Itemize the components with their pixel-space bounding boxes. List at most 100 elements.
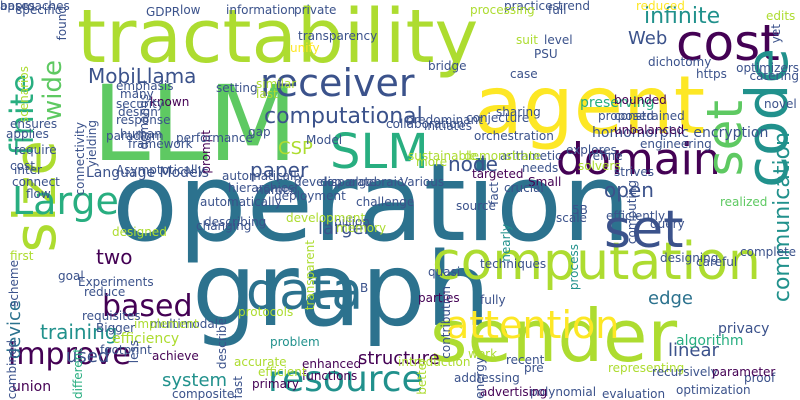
cloud-word: SLM (330, 124, 429, 180)
cloud-word: fully (480, 293, 506, 307)
cloud-word: parameter (712, 365, 776, 379)
cloud-word: introduction (398, 355, 471, 369)
cloud-word: techniques (480, 257, 547, 271)
cloud-word: implement (134, 317, 199, 331)
cloud-word: automatically (200, 195, 282, 209)
cloud-word: scale (556, 211, 587, 225)
cloud-word: Various (400, 175, 445, 189)
cloud-word: memory (336, 221, 387, 235)
cloud-word: union (12, 379, 52, 395)
cloud-word: cost (676, 14, 780, 72)
cloud-word: scheme (7, 260, 21, 307)
cloud-word: accurate (234, 355, 287, 369)
cloud-word: human (120, 127, 162, 141)
cloud-word: edge (648, 288, 693, 309)
cloud-word: graph (192, 231, 491, 350)
cloud-word: algorithm (676, 333, 744, 349)
cloud-word: Asymptotically (116, 163, 205, 177)
cloud-word: suit (516, 33, 538, 47)
cloud-word: processing (470, 3, 535, 17)
cloud-word: Experiments (78, 275, 154, 289)
cloud-word: Bigger (96, 321, 136, 335)
cloud-word: contribution (439, 286, 453, 359)
cloud-word: designed (112, 225, 167, 239)
cloud-word: unbalanced (614, 123, 685, 137)
cloud-word: yet (769, 24, 783, 44)
cloud-word: crucial (504, 181, 544, 195)
cloud-word: training (40, 320, 118, 344)
cloud-word: efficiently (606, 209, 666, 223)
cloud-word: recent (506, 353, 545, 367)
cloud-word: realized (720, 195, 768, 209)
cloud-word: transparency (298, 29, 378, 43)
cloud-word: engineering (640, 137, 712, 151)
cloud-word: algebraic (348, 175, 404, 189)
cloud-word: framework (128, 137, 193, 151)
cloud-word: process (567, 244, 581, 291)
cloud-word: targeted (472, 167, 524, 181)
cloud-word: initiates (424, 119, 473, 133)
cloud-word: node (448, 152, 498, 176)
cloud-word: bridge (428, 59, 467, 73)
cloud-word: domain (556, 134, 721, 185)
cloud-word: two (96, 245, 133, 269)
cloud-word: structure (358, 348, 440, 369)
cloud-word: footprint (100, 343, 152, 357)
cloud-word: advertising (480, 385, 548, 399)
cloud-word: applies (6, 127, 49, 141)
cloud-word: needs (522, 161, 559, 175)
cloud-word: development (286, 211, 366, 225)
cloud-word: inter (14, 163, 42, 177)
cloud-word: linear (668, 340, 719, 361)
cloud-word: Small (528, 175, 562, 189)
cloud-word: flow (26, 187, 51, 201)
cloud-word: requisites (82, 309, 141, 323)
cloud-word: paper (250, 158, 309, 182)
cloud-word: problem (270, 335, 320, 349)
cloud-word: security (116, 97, 164, 111)
cloud-word: transparent (303, 240, 317, 311)
cloud-word: require (14, 143, 57, 157)
cloud-word: larger (318, 218, 372, 239)
cloud-word: wide (38, 60, 68, 121)
cloud-word: MobiLlama (88, 64, 197, 88)
cloud-word: response (116, 113, 171, 127)
cloud-word: GDPR (146, 5, 181, 19)
cloud-word: constrained (614, 109, 685, 123)
cloud-word: Large (12, 179, 119, 223)
cloud-word: hierarchies (228, 181, 295, 195)
cloud-word: strives (614, 165, 654, 179)
cloud-word: efficient (258, 365, 307, 379)
cloud-word: describe (215, 318, 229, 370)
cloud-word: polynomial (530, 385, 597, 399)
cloud-word: sharing (496, 105, 541, 119)
cloud-word: emphasis (116, 79, 174, 93)
cloud-word: achieve (152, 349, 199, 363)
cloud-word: trend (558, 0, 590, 13)
cloud-word: reduced (636, 0, 685, 13)
cloud-word: design (118, 105, 158, 119)
cloud-word: orchestration (474, 129, 554, 143)
cloud-word: parties (418, 291, 460, 305)
cloud-word: computational (264, 104, 423, 129)
cloud-word: privacy (718, 321, 770, 337)
cloud-word: system (162, 370, 228, 391)
cloud-word: https (696, 67, 727, 81)
cloud-word: yielding (85, 120, 99, 168)
cloud-word: low (180, 3, 201, 17)
cloud-word: set (604, 200, 684, 260)
cloud-word: LLM (92, 63, 298, 185)
cloud-word: dichotomy (648, 55, 712, 69)
cloud-word: Web (628, 28, 668, 49)
cloud-word: setting (216, 81, 258, 95)
cloud-word: automatically (222, 169, 304, 183)
cloud-word: solvers (578, 159, 621, 173)
cloud-word: bounded (614, 93, 667, 107)
cloud-word: billion (334, 215, 370, 229)
cloud-word: cost (10, 159, 35, 173)
cloud-word: full (548, 3, 567, 17)
cloud-word: approaches (0, 0, 70, 13)
cloud-word: infinite (644, 4, 721, 29)
cloud-word: computation (432, 232, 761, 292)
cloud-word: work (468, 347, 498, 361)
